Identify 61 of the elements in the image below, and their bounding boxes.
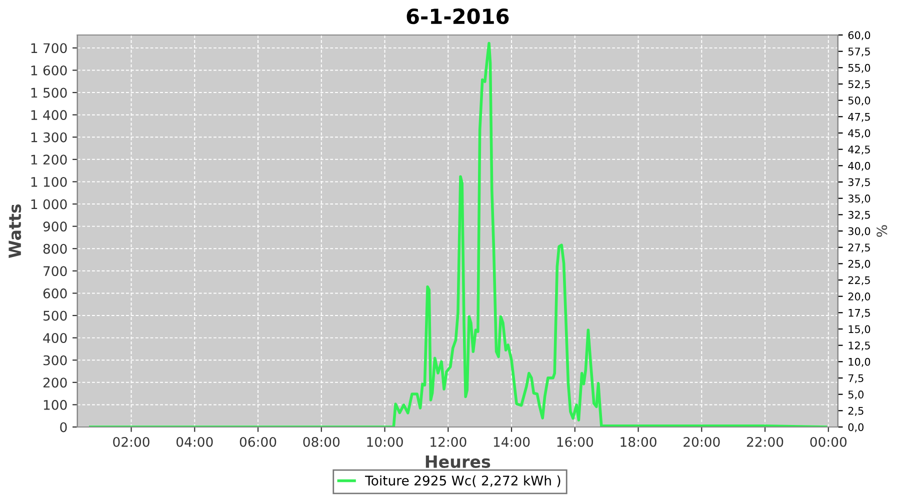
x-tick-label: 02:00: [113, 436, 150, 447]
y2-tick-label: 0,0: [848, 423, 864, 432]
y2-tick-label: 10,0: [848, 358, 870, 367]
y-tick-label: 1 200: [31, 154, 67, 165]
y-tick-label: 1 500: [31, 88, 67, 98]
y-tick-label: 400: [43, 333, 67, 344]
legend-label: Toiture 2925 Wc( 2,272 kWh ): [365, 475, 560, 488]
y2-tick-label: 35,0: [848, 194, 870, 204]
y2-tick-label: 2,5: [848, 406, 864, 416]
x-tick-label: 00:00: [810, 436, 847, 447]
y-tick-label: 1 300: [31, 132, 67, 142]
y2-tick-label: 30,0: [848, 227, 870, 236]
x-tick-label: 16:00: [557, 436, 594, 447]
y-tick-label: 0: [60, 422, 67, 432]
x-tick-label: 20:00: [684, 436, 720, 447]
y2-tick-label: 25,0: [848, 260, 870, 269]
y-tick-label: 800: [43, 244, 67, 254]
y-tick-label: 1 000: [31, 199, 67, 210]
y2-tick-label: 45,0: [848, 129, 870, 138]
y-tick-label: 200: [43, 378, 67, 388]
y-tick-label: 1 400: [31, 110, 67, 120]
y2-tick-label: 15,0: [848, 325, 870, 334]
y-tick-label: 1 600: [31, 65, 67, 76]
chart-title: 6-1-2016: [406, 8, 509, 24]
x-tick-label: 12:00: [430, 436, 466, 447]
y2-tick-label: 5,0: [848, 390, 864, 400]
y2-tick-label: 12,5: [848, 342, 870, 350]
y-axis-title: Watts: [8, 204, 22, 258]
x-tick-label: 18:00: [620, 436, 656, 447]
y2-tick-label: 27,5: [848, 244, 870, 252]
y2-tick-label: 32,5: [848, 210, 870, 220]
x-tick-label: 06:00: [240, 436, 276, 447]
line-series: [89, 42, 828, 427]
y-tick-label: 700: [44, 266, 67, 276]
x-axis-title: Heures: [426, 456, 490, 468]
y-tick-label: 100: [44, 400, 67, 410]
y2-tick-label: 50,0: [848, 96, 870, 106]
y2-tick-label: 55,0: [848, 64, 870, 73]
y2-tick-label: 37,5: [848, 178, 870, 188]
y-tick-label: 1 100: [31, 176, 67, 187]
y2-tick-label: 40,0: [848, 162, 870, 171]
x-tick-label: 10:00: [367, 436, 403, 447]
y2-tick-label: 22,5: [848, 276, 870, 286]
x-tick-label: 04:00: [176, 436, 213, 447]
x-tick-label: 14:00: [494, 436, 530, 447]
y2-tick-label: 57,5: [848, 48, 870, 56]
y2-tick-label: 7,5: [848, 374, 864, 384]
y-tick-label: 300: [44, 355, 67, 366]
x-tick-label: 08:00: [303, 436, 340, 447]
y2-tick-label: 42,5: [848, 146, 870, 154]
y-tick-label: 500: [44, 310, 67, 321]
x-tick-label: 22:00: [746, 436, 784, 447]
y-tick-label: 900: [43, 222, 67, 232]
y-tick-label: 1 700: [31, 43, 67, 54]
y2-tick-label: 17,5: [848, 309, 870, 318]
y2-tick-label: 52,5: [848, 80, 870, 90]
y2-axis-title: %: [876, 225, 888, 237]
y2-tick-label: 47,5: [848, 113, 870, 122]
y2-tick-label: 20,0: [848, 292, 870, 302]
y-tick-label: 600: [43, 288, 67, 298]
y2-tick-label: 60,0: [848, 31, 870, 40]
